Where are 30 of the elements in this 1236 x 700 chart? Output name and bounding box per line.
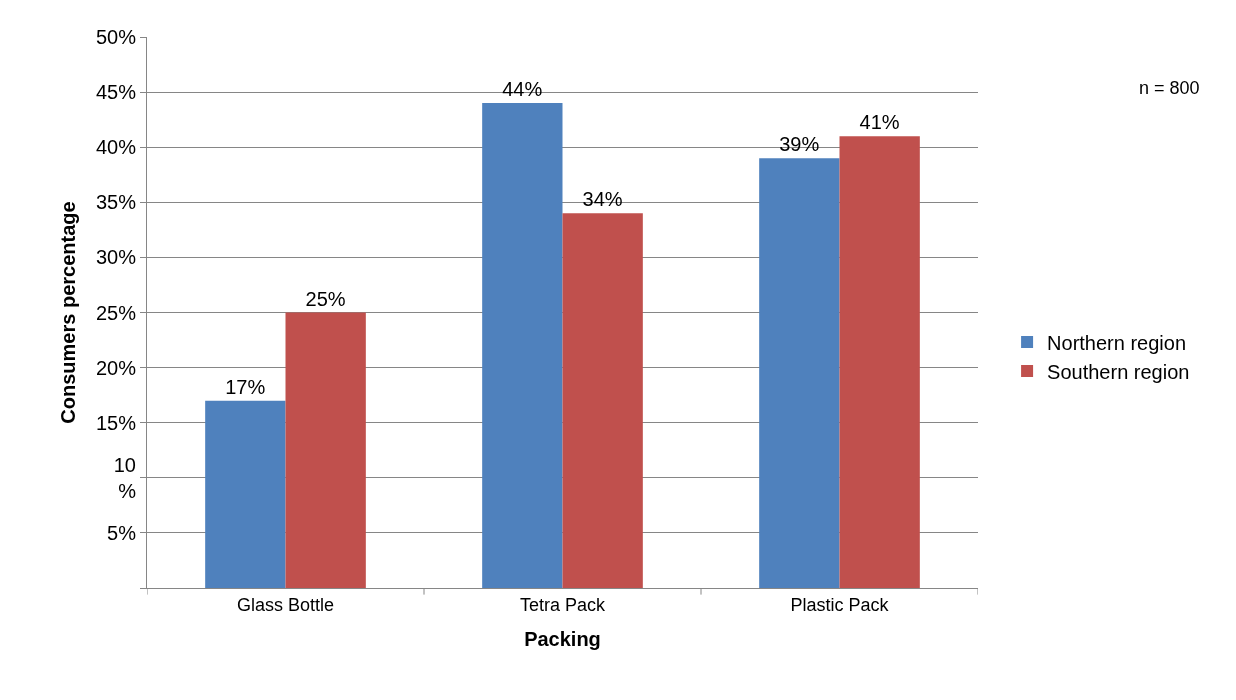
y-tick-label: 40% bbox=[95, 136, 137, 159]
x-tick-label: Plastic Pack bbox=[790, 594, 890, 615]
bar bbox=[839, 136, 920, 588]
x-tick-label: Tetra Pack bbox=[519, 594, 607, 615]
bar bbox=[205, 400, 286, 588]
x-tick-label: Glass Bottle bbox=[236, 594, 335, 615]
y-tick-label: 20% bbox=[95, 356, 137, 379]
y-tick-label: 15% bbox=[95, 411, 137, 434]
text: 17% bbox=[225, 375, 266, 398]
text: 44% bbox=[502, 78, 543, 101]
bar bbox=[759, 158, 840, 588]
y-tick-label: 10 % bbox=[113, 453, 137, 502]
y-tick-label: 45% bbox=[95, 81, 137, 104]
y-tick-label: 30% bbox=[95, 246, 137, 269]
bar bbox=[562, 213, 643, 588]
y-tick-label: 50% bbox=[95, 26, 137, 48]
text: 25% bbox=[305, 287, 346, 310]
y-axis-title: Consumers percentage bbox=[57, 201, 80, 424]
text: n = 800 bbox=[1139, 78, 1200, 98]
y-tick-label: 5% bbox=[107, 521, 137, 544]
text: 41% bbox=[859, 111, 900, 134]
y-tick-label: 35% bbox=[95, 191, 137, 214]
x-axis-title: Packing bbox=[524, 628, 601, 651]
text: 34% bbox=[582, 188, 623, 211]
y-tick-label: 25% bbox=[95, 301, 137, 324]
legend-label: Southern region bbox=[1047, 360, 1190, 383]
bar bbox=[482, 103, 563, 588]
legend-label: Northern region bbox=[1047, 331, 1187, 354]
bar bbox=[285, 312, 366, 588]
text: 39% bbox=[779, 133, 820, 156]
